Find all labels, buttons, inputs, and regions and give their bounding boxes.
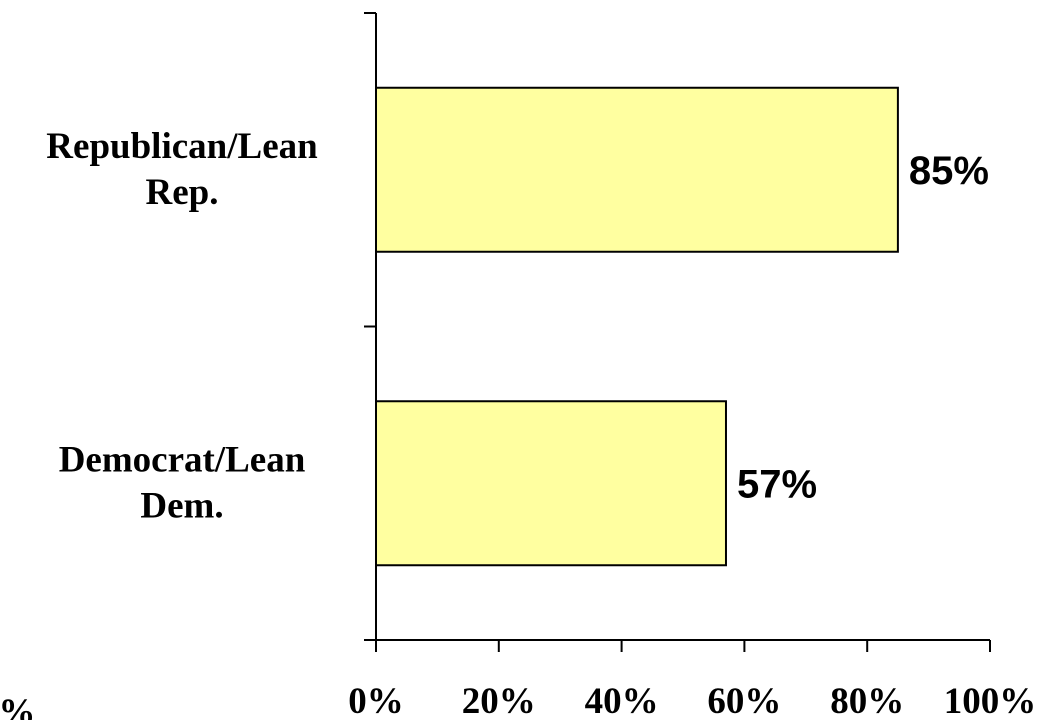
labels-layer: 85%Republican/LeanRep.57%Democrat/LeanDe…: [0, 126, 1036, 720]
category-label-line: Rep.: [146, 172, 219, 213]
x-tick-label: 20%: [462, 681, 536, 720]
x-tick-label: 100%: [944, 681, 1037, 720]
category-label: Republican/Lean Rep.: [46, 126, 318, 213]
bar-democrat: [375, 400, 727, 567]
bars-layer: [375, 86, 899, 567]
x-tick-label: 40%: [585, 681, 659, 720]
x-tick-label: 60%: [707, 681, 781, 720]
data-label: 85%: [909, 149, 989, 193]
cropped-tick-label: 0%: [0, 692, 36, 720]
category-label-line: Dem.: [140, 485, 223, 526]
bar-republican: [375, 86, 899, 253]
category-label: Democrat/Lean Dem.: [59, 439, 306, 526]
data-label: 57%: [737, 462, 817, 506]
category-label-line: Republican/Lean: [46, 126, 318, 167]
category-label-line: Democrat/Lean: [59, 439, 306, 480]
x-tick-label: 0%: [348, 681, 404, 720]
x-tick-label: 80%: [830, 681, 904, 720]
axes-layer: [364, 12, 991, 652]
